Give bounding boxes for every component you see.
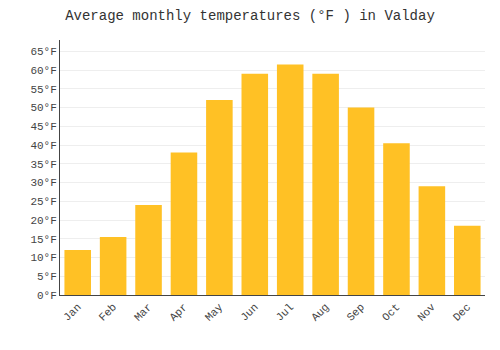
svg-text:Average monthly temperatures (: Average monthly temperatures (°F ) in Va… bbox=[65, 8, 435, 24]
svg-text:Feb: Feb bbox=[97, 301, 119, 323]
svg-text:Sep: Sep bbox=[345, 301, 367, 323]
svg-text:0°F: 0°F bbox=[37, 290, 57, 302]
svg-text:5°F: 5°F bbox=[37, 271, 57, 283]
svg-text:25°F: 25°F bbox=[30, 196, 56, 208]
svg-text:10°F: 10°F bbox=[30, 252, 56, 264]
svg-text:Dec: Dec bbox=[451, 301, 473, 323]
svg-text:45°F: 45°F bbox=[30, 121, 56, 133]
svg-text:Jun: Jun bbox=[238, 301, 260, 323]
svg-text:Jul: Jul bbox=[274, 301, 296, 323]
svg-text:40°F: 40°F bbox=[30, 140, 56, 152]
svg-text:Jan: Jan bbox=[61, 301, 83, 323]
svg-text:Mar: Mar bbox=[132, 301, 154, 323]
svg-text:May: May bbox=[203, 301, 226, 324]
svg-text:65°F: 65°F bbox=[30, 46, 56, 58]
svg-text:60°F: 60°F bbox=[30, 65, 56, 77]
svg-text:35°F: 35°F bbox=[30, 159, 56, 171]
svg-text:Oct: Oct bbox=[380, 301, 402, 323]
svg-text:30°F: 30°F bbox=[30, 177, 56, 189]
svg-text:20°F: 20°F bbox=[30, 215, 56, 227]
svg-text:15°F: 15°F bbox=[30, 234, 56, 246]
svg-text:Nov: Nov bbox=[415, 301, 438, 324]
svg-text:Apr: Apr bbox=[167, 301, 189, 323]
svg-text:55°F: 55°F bbox=[30, 84, 56, 96]
svg-text:Aug: Aug bbox=[309, 301, 331, 323]
svg-text:50°F: 50°F bbox=[30, 102, 56, 114]
